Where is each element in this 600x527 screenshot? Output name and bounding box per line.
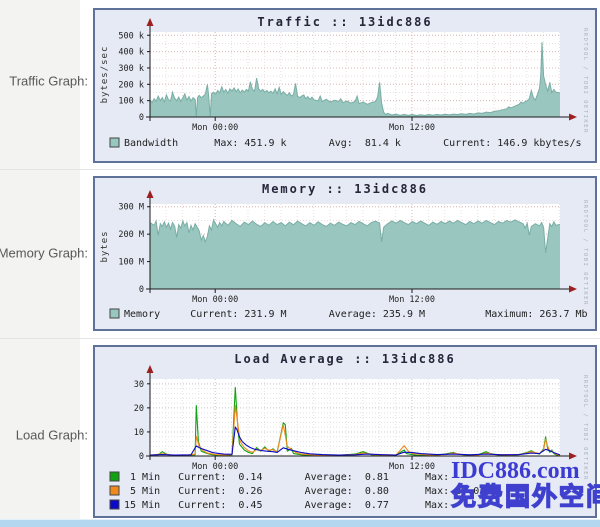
graph-title: Load Average :: 13idc886 — [234, 352, 455, 366]
x-tick-label: Mon 00:00 — [192, 295, 238, 305]
y-tick-label: 200 M — [118, 230, 144, 240]
rrdtool-watermark: RRDTOOL / TOBI OETIKER — [582, 200, 588, 306]
legend-swatch — [109, 308, 120, 319]
row-divider — [0, 169, 600, 170]
legend-text: 1 Min Current: 0.14 Average: 0.81 Max: — [124, 472, 449, 483]
y-axis-arrow — [146, 365, 154, 373]
y-axis-arrow — [146, 18, 154, 26]
row-divider — [0, 338, 600, 339]
series-line — [149, 426, 561, 456]
rrdtool-watermark: RRDTOOL / TOBI OETIKER — [582, 375, 588, 481]
row-label-memory: Memory Graph: — [0, 245, 88, 261]
legend-text: 15 Min Current: 0.45 Average: 0.77 Max: — [124, 500, 449, 511]
legend-swatch — [109, 471, 120, 482]
legend-swatch — [109, 499, 120, 510]
y-axis-label: bytes/sec — [100, 46, 110, 104]
x-axis-arrow — [569, 113, 577, 121]
y-tick-label: 500 k — [118, 31, 144, 41]
y-axis-arrow — [146, 190, 154, 198]
bottom-border-strip — [0, 519, 600, 527]
x-tick-label: Mon 00:00 — [192, 123, 238, 133]
traffic-graph-canvas: 0 100 k 200 k 300 k 400 k 500 k Mon 00:00 Mon 1… — [100, 15, 588, 149]
y-tick-label: 30 — [134, 380, 144, 390]
x-tick-label: Mon 12:00 — [389, 462, 435, 472]
row-label-load: Load Graph: — [15, 427, 88, 443]
x-axis-arrow — [569, 285, 577, 293]
graph-title: Memory :: 13idc886 — [262, 182, 428, 196]
legend-text: Bandwidth Max: 451.9 k Avg: 81.4 k Curre… — [124, 138, 582, 149]
legend-swatch — [109, 485, 120, 496]
memory-graph-panel[interactable]: 0 100 M 200 M 300 M Mon 00:00 Mon 12:00 bytes M… — [93, 176, 597, 331]
y-tick-label: 0 — [139, 285, 144, 295]
rrdtool-watermark: RRDTOOL / TOBI OETIKER — [582, 28, 588, 134]
series-outline — [149, 218, 561, 253]
row-label-traffic: Traffic Graph: — [9, 73, 88, 89]
y-tick-label: 20 — [134, 404, 144, 414]
x-tick-label: Mon 12:00 — [389, 295, 435, 305]
traffic-graph-panel[interactable]: 0 100 k 200 k 300 k 400 k 500 k Mon 00:00 Mon 1… — [93, 8, 597, 163]
y-tick-label: 400 k — [118, 48, 144, 58]
y-tick-label: 0 — [139, 452, 144, 462]
memory-graph-canvas: 0 100 M 200 M 300 M Mon 00:00 Mon 12:00 bytes M… — [100, 182, 588, 320]
x-axis-arrow — [569, 452, 577, 460]
x-tick-label: Mon 00:00 — [192, 462, 238, 472]
y-tick-label: 0 — [139, 113, 144, 123]
y-tick-label: 200 k — [118, 80, 144, 90]
y-axis-label: bytes — [100, 230, 110, 262]
y-tick-label: 100 M — [118, 258, 144, 268]
label-column — [0, 0, 80, 519]
y-tick-label: 100 k — [118, 97, 144, 107]
series-area — [150, 219, 560, 289]
series-area — [150, 42, 560, 117]
y-tick-label: 300 k — [118, 64, 144, 74]
graph-title: Traffic :: 13idc886 — [257, 15, 432, 29]
series-outline — [149, 42, 561, 117]
x-tick-label: Mon 12:00 — [389, 123, 435, 133]
y-tick-label: 10 — [134, 428, 144, 438]
y-tick-label: 300 M — [118, 203, 144, 213]
legend-text: Memory Current: 231.9 M Average: 235.9 M… — [124, 309, 588, 320]
legend-swatch — [109, 137, 120, 148]
legend-text: 5 Min Current: 0.26 Average: 0.80 Max: 2… — [124, 486, 479, 497]
